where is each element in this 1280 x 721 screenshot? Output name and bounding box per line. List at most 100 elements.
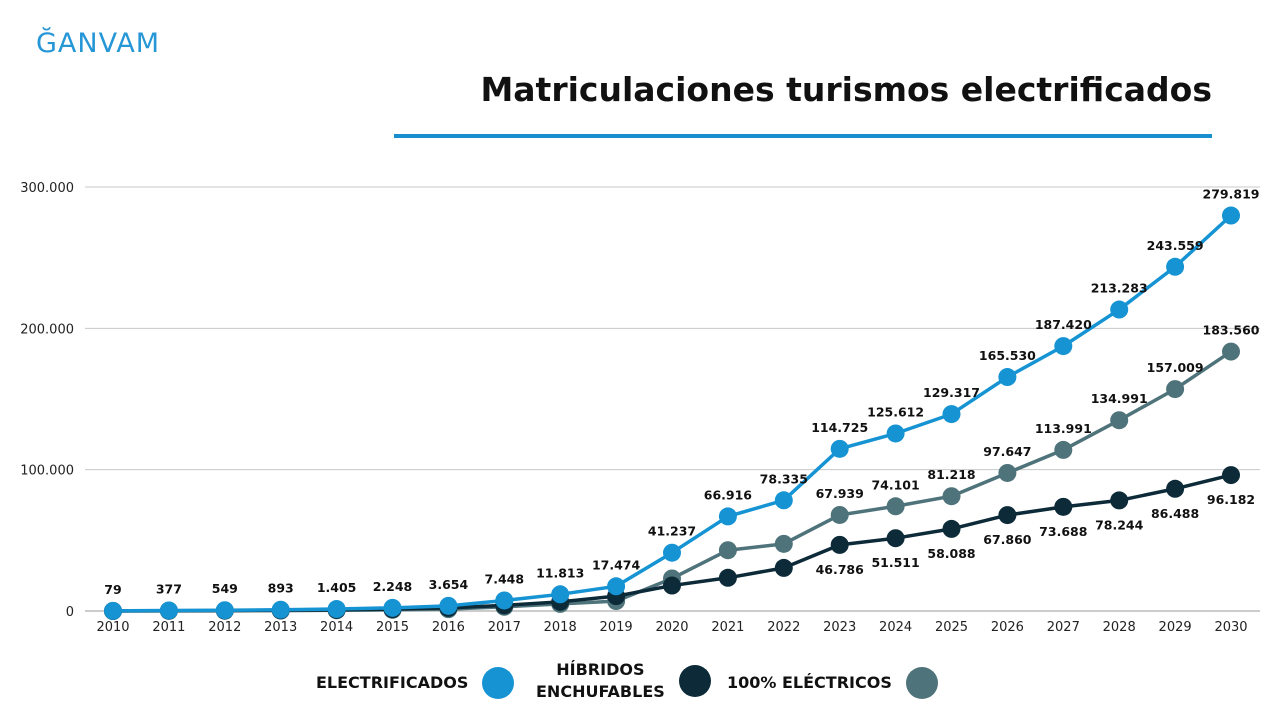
data-label-hibridos: 78.244	[1095, 517, 1144, 532]
data-label-electrificados: 66.916	[704, 487, 753, 502]
legend-label-electrificados: ELECTRIFICADOS	[316, 673, 469, 692]
x-tick-label: 2019	[600, 620, 633, 635]
data-label-electrificados: 3.654	[429, 577, 469, 592]
data-point-electrificados	[383, 598, 402, 617]
x-tick-label: 2027	[1047, 620, 1080, 635]
data-point-electrificados	[718, 507, 737, 526]
data-point-hibridos	[718, 568, 737, 587]
legend-swatch-hibridos-enchufables	[678, 665, 711, 697]
data-point-electrificados	[1166, 257, 1185, 276]
data-label-electrificados: 17.474	[592, 557, 641, 572]
x-tick-label: 2021	[711, 620, 744, 635]
y-tick-label: 100.000	[20, 464, 74, 479]
data-point-electricos	[998, 463, 1017, 482]
data-point-hibridos	[663, 576, 681, 595]
data-label-electricos: 81.218	[927, 467, 975, 482]
data-point-electrificados	[607, 577, 626, 596]
x-tick-label: 2010	[96, 620, 129, 635]
data-point-electricos	[886, 497, 905, 516]
data-point-electrificados	[439, 596, 458, 615]
legend-label-hibridos-enchufables: HÍBRIDOS ENCHUFABLES	[536, 660, 665, 701]
data-label-electricos: 113.991	[1035, 421, 1092, 436]
data-point-electrificados	[830, 439, 849, 458]
data-label-electrificados: 114.725	[811, 420, 868, 435]
data-point-electricos	[1166, 380, 1185, 399]
data-point-hibridos	[774, 558, 793, 577]
data-label-electricos: 183.560	[1203, 323, 1260, 338]
data-label-hibridos: 67.860	[983, 532, 1032, 547]
legend-item-hibridos-enchufables: HÍBRIDOS ENCHUFABLES	[536, 659, 711, 703]
data-label-electricos: 97.647	[983, 444, 1031, 459]
data-label-electrificados: 213.283	[1091, 281, 1148, 296]
data-label-electrificados: 187.420	[1035, 317, 1092, 332]
data-label-electrificados: 2.248	[373, 579, 413, 594]
data-point-hibridos	[830, 535, 849, 554]
data-point-hibridos	[1054, 497, 1073, 516]
data-point-electrificados	[495, 591, 514, 610]
data-label-electrificados: 279.819	[1203, 187, 1260, 202]
data-point-hibridos	[1222, 466, 1240, 485]
x-tick-label: 2025	[935, 620, 968, 635]
data-point-hibridos	[998, 506, 1017, 525]
x-tick-label: 2024	[879, 620, 912, 635]
data-label-hibridos: 96.182	[1207, 492, 1255, 507]
x-tick-label: 2015	[376, 620, 409, 635]
data-point-electricos	[1222, 342, 1240, 361]
data-label-electrificados: 377	[156, 581, 182, 596]
data-label-hibridos: 46.786	[816, 562, 865, 577]
data-label-electrificados: 125.612	[867, 404, 924, 419]
data-point-hibridos	[942, 519, 961, 538]
title-underline	[394, 134, 1212, 138]
data-point-electricos	[774, 534, 793, 553]
data-label-hibridos: 86.488	[1151, 506, 1199, 521]
data-point-electrificados	[774, 491, 793, 510]
data-point-electrificados	[942, 405, 961, 424]
data-point-electrificados	[998, 368, 1017, 387]
data-point-electrificados	[215, 601, 234, 620]
data-label-electricos: 67.939	[816, 486, 864, 501]
data-label-hibridos: 51.511	[871, 555, 919, 570]
data-point-electricos	[718, 541, 737, 560]
x-tick-label: 2026	[991, 620, 1024, 635]
x-tick-label: 2013	[264, 620, 297, 635]
data-label-electrificados: 41.237	[648, 524, 696, 539]
data-point-electrificados	[551, 585, 570, 604]
data-label-electricos: 134.991	[1091, 391, 1148, 406]
data-point-electrificados	[327, 600, 346, 619]
data-label-electrificados: 549	[212, 581, 238, 596]
x-tick-label: 2029	[1159, 620, 1192, 635]
data-point-electrificados	[886, 424, 905, 443]
y-tick-label: 0	[66, 605, 74, 620]
data-point-electricos	[1110, 411, 1129, 430]
legend-swatch-100-electricos	[905, 667, 938, 699]
data-label-electrificados: 165.530	[979, 348, 1036, 363]
data-point-electrificados	[663, 543, 681, 562]
data-point-hibridos	[1166, 479, 1185, 498]
legend-label-100-electricos: 100% ELÉCTRICOS	[727, 673, 892, 692]
x-tick-label: 2023	[823, 620, 856, 635]
x-tick-label: 2017	[488, 620, 521, 635]
legend-item-100-electricos: 100% ELÉCTRICOS	[727, 667, 938, 699]
data-label-electrificados: 78.335	[760, 471, 808, 486]
data-point-electrificados	[1110, 300, 1129, 319]
legend-swatch-electrificados	[482, 667, 515, 699]
data-point-hibridos	[886, 529, 905, 548]
data-label-hibridos: 73.688	[1039, 524, 1087, 539]
data-point-electrificados	[1222, 206, 1240, 225]
data-point-electrificados	[104, 601, 122, 620]
data-point-electrificados	[271, 600, 290, 619]
x-tick-label: 2018	[544, 620, 577, 635]
data-point-electricos	[942, 487, 961, 506]
data-label-electricos: 74.101	[871, 477, 919, 492]
chart-title: Matriculaciones turismos electrificados	[480, 70, 1212, 109]
data-label-electrificados: 129.317	[923, 385, 980, 400]
x-tick-label: 2011	[152, 620, 185, 635]
data-label-electricos: 157.009	[1147, 360, 1204, 375]
data-label-hibridos: 58.088	[927, 546, 975, 561]
legend-item-electrificados: ELECTRIFICADOS	[316, 667, 515, 699]
x-tick-label: 2016	[432, 620, 465, 635]
y-tick-label: 300.000	[20, 181, 74, 196]
y-tick-label: 200.000	[20, 322, 74, 337]
x-tick-label: 2014	[320, 620, 353, 635]
